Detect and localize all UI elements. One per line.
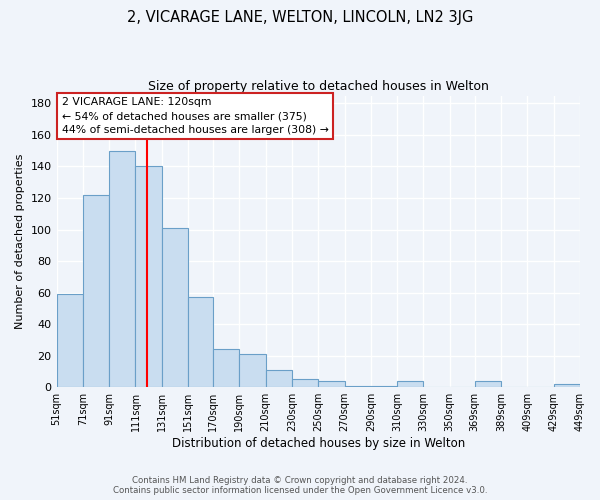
Bar	[136, 166, 162, 387]
Bar	[344, 386, 371, 387]
Bar	[266, 370, 292, 387]
Text: Contains HM Land Registry data © Crown copyright and database right 2024.
Contai: Contains HM Land Registry data © Crown c…	[113, 476, 487, 495]
Bar	[292, 380, 318, 387]
Bar	[554, 384, 580, 387]
Bar	[162, 228, 188, 387]
Bar	[371, 386, 397, 387]
Bar	[109, 150, 136, 387]
Bar	[83, 195, 109, 387]
Bar	[213, 350, 239, 387]
Bar	[188, 298, 213, 387]
X-axis label: Distribution of detached houses by size in Welton: Distribution of detached houses by size …	[172, 437, 465, 450]
Bar	[397, 381, 424, 387]
Text: 2 VICARAGE LANE: 120sqm
← 54% of detached houses are smaller (375)
44% of semi-d: 2 VICARAGE LANE: 120sqm ← 54% of detache…	[62, 97, 329, 135]
Bar	[56, 294, 83, 387]
Title: Size of property relative to detached houses in Welton: Size of property relative to detached ho…	[148, 80, 489, 93]
Bar	[475, 381, 501, 387]
Y-axis label: Number of detached properties: Number of detached properties	[15, 154, 25, 329]
Bar	[318, 381, 344, 387]
Text: 2, VICARAGE LANE, WELTON, LINCOLN, LN2 3JG: 2, VICARAGE LANE, WELTON, LINCOLN, LN2 3…	[127, 10, 473, 25]
Bar	[239, 354, 266, 387]
